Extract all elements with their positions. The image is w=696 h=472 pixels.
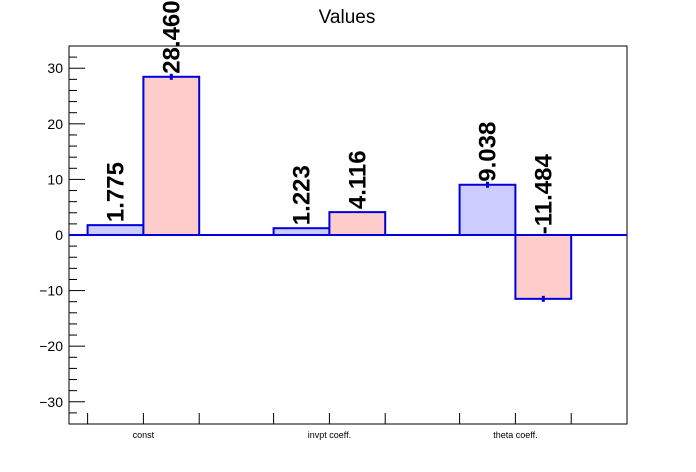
bar [272,227,331,236]
data-label: -11.484 [530,154,557,235]
y-tick-label: 30 [47,60,63,76]
bar [514,234,573,300]
chart-title: Values [319,7,376,28]
bar [142,75,201,236]
y-tick-label: −10 [39,283,63,299]
y-tick-label: 20 [47,116,63,132]
bar [458,183,517,236]
y-tick-label: −20 [39,338,63,354]
x-category-label: theta coeff. [493,430,537,440]
data-label: 9.038 [475,122,502,182]
plot-area: −30 −20 −10 0 10 20 30 const invpt coeff. theta c… [39,0,628,440]
data-label: 1.775 [103,162,130,222]
y-tick-label: 10 [47,171,63,187]
y-tick-label: −30 [39,394,63,410]
y-tick-label: 0 [55,227,63,243]
data-label: 4.116 [344,150,371,209]
data-label: 1.223 [289,165,316,225]
bar [328,211,387,237]
x-category-label: const [133,430,155,440]
x-category-label: invpt coeff. [308,430,351,440]
bar [86,224,145,236]
data-label: 28.460 [158,0,185,73]
